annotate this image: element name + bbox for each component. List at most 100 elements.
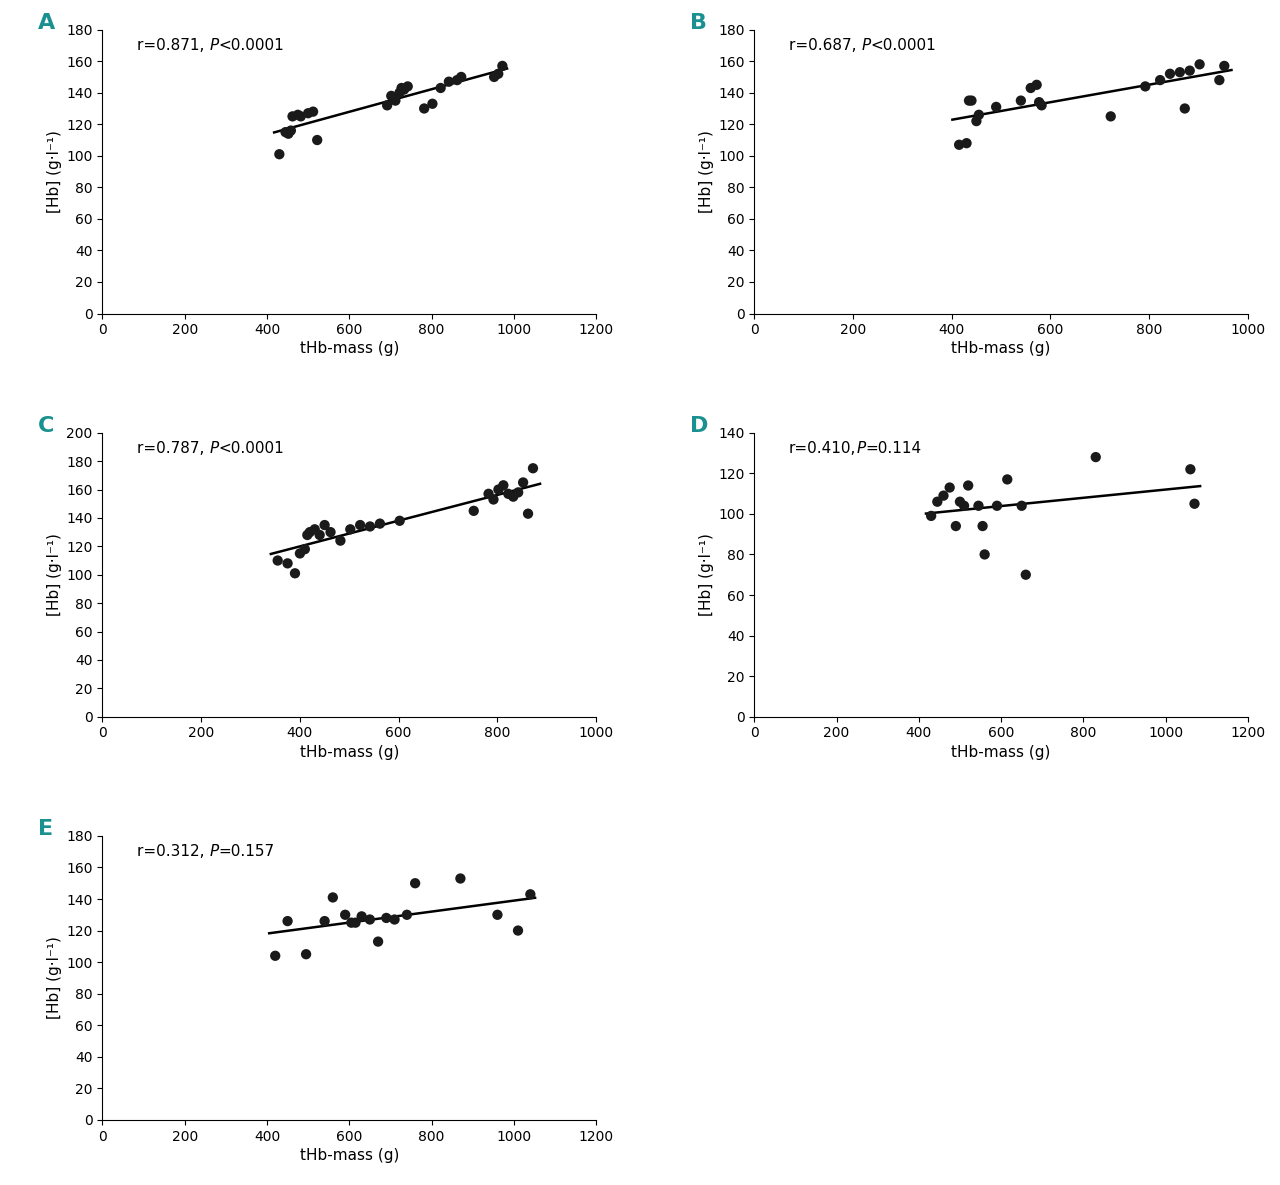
Point xyxy=(269,145,289,164)
Text: =0.114: =0.114 xyxy=(865,441,922,456)
Point xyxy=(503,487,524,506)
Point xyxy=(288,105,308,124)
Point xyxy=(927,492,947,511)
Point xyxy=(969,105,989,124)
Text: B: B xyxy=(690,13,707,33)
Point xyxy=(966,111,987,130)
Point xyxy=(352,907,372,925)
Point xyxy=(968,497,988,515)
Text: <0.0001: <0.0001 xyxy=(219,441,284,456)
Point xyxy=(278,911,298,930)
Point xyxy=(493,476,513,495)
Text: r=0.871,: r=0.871, xyxy=(137,38,209,53)
Point xyxy=(961,91,982,110)
Point xyxy=(1135,77,1156,96)
Text: A: A xyxy=(38,13,55,33)
Point xyxy=(1085,448,1106,467)
Point xyxy=(451,68,471,87)
Y-axis label: [Hb] (g·l⁻¹): [Hb] (g·l⁻¹) xyxy=(699,130,714,213)
Text: C: C xyxy=(38,416,55,436)
Point xyxy=(275,123,296,142)
Point xyxy=(1101,107,1121,126)
Point xyxy=(392,78,412,97)
Text: P: P xyxy=(210,845,219,859)
Point xyxy=(284,564,305,583)
Y-axis label: [Hb] (g·l⁻¹): [Hb] (g·l⁻¹) xyxy=(47,130,61,213)
Point xyxy=(289,544,310,563)
Text: r=0.687,: r=0.687, xyxy=(788,38,861,53)
Point xyxy=(376,909,397,928)
Point xyxy=(296,944,316,963)
Text: <0.0001: <0.0001 xyxy=(870,38,936,53)
Point xyxy=(1015,565,1036,584)
Point xyxy=(920,506,941,525)
Point xyxy=(1184,494,1204,513)
Point xyxy=(291,107,311,126)
Point xyxy=(948,135,969,154)
Point xyxy=(987,497,1007,515)
Point xyxy=(315,911,335,930)
Point xyxy=(385,91,406,110)
Text: P: P xyxy=(209,441,219,456)
Point xyxy=(315,515,335,534)
Point xyxy=(1170,63,1190,82)
Point xyxy=(1149,71,1170,90)
Point xyxy=(1180,460,1201,479)
Point xyxy=(1027,76,1047,95)
Point xyxy=(398,77,419,96)
Point xyxy=(384,910,404,929)
Point xyxy=(340,520,361,539)
Point xyxy=(340,914,361,933)
Point xyxy=(307,130,328,149)
Point xyxy=(974,545,995,564)
Point xyxy=(370,514,390,533)
Point xyxy=(484,491,504,510)
Point xyxy=(303,102,324,121)
Point xyxy=(946,517,966,536)
Point xyxy=(278,553,298,572)
Point xyxy=(376,96,397,115)
Point xyxy=(297,525,317,544)
Point xyxy=(346,914,366,933)
Point xyxy=(1213,57,1234,76)
Point xyxy=(492,57,512,76)
Text: P: P xyxy=(861,38,870,53)
Point xyxy=(986,97,1006,116)
Point xyxy=(463,501,484,520)
Point xyxy=(439,72,460,91)
X-axis label: tHb-mass (g): tHb-mass (g) xyxy=(951,744,1051,760)
Point xyxy=(954,497,974,515)
Point xyxy=(389,83,410,102)
Y-axis label: [Hb] (g·l⁻¹): [Hb] (g·l⁻¹) xyxy=(699,533,714,616)
Text: r=0.312,: r=0.312, xyxy=(137,845,210,859)
Point xyxy=(447,71,467,90)
Point xyxy=(1011,497,1032,515)
Point xyxy=(298,104,319,123)
Point xyxy=(360,517,380,536)
Point xyxy=(422,95,443,114)
Point xyxy=(1020,78,1041,97)
Point xyxy=(1029,92,1050,111)
Point xyxy=(488,480,508,499)
Text: <0.0001: <0.0001 xyxy=(219,38,284,53)
Point xyxy=(508,483,529,502)
X-axis label: tHb-mass (g): tHb-mass (g) xyxy=(300,1148,399,1162)
Point xyxy=(1032,96,1052,115)
Point xyxy=(498,485,518,504)
Point xyxy=(451,869,471,888)
Point xyxy=(310,525,330,544)
Point xyxy=(367,933,388,952)
Text: D: D xyxy=(690,416,708,436)
Point xyxy=(1011,91,1032,110)
Point xyxy=(330,531,351,550)
Point xyxy=(404,873,425,892)
Point xyxy=(479,485,499,504)
Point xyxy=(520,885,540,904)
Point xyxy=(997,470,1018,489)
Point xyxy=(973,517,993,536)
Point xyxy=(508,921,529,940)
Point xyxy=(335,905,356,924)
Point xyxy=(381,87,402,105)
Text: P: P xyxy=(856,441,865,456)
Point xyxy=(305,520,325,539)
